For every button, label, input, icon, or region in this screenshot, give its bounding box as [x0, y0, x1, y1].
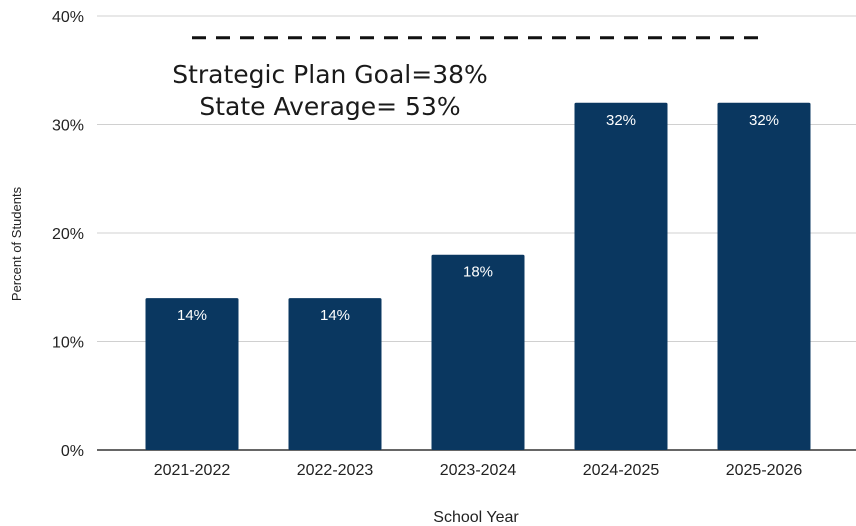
x-tick-label: 2025-2026 — [726, 462, 803, 479]
x-tick-label: 2022-2023 — [297, 462, 374, 479]
bar-value-label: 18% — [463, 264, 493, 281]
bar-value-label: 32% — [749, 112, 779, 129]
y-tick-label: 30% — [52, 118, 84, 135]
bar-2023-2024 — [431, 254, 525, 450]
x-tick-label: 2021-2022 — [154, 462, 231, 479]
annotation-state-average: State Average= 53% — [199, 92, 460, 121]
bar-value-label: 32% — [606, 112, 636, 129]
y-tick-label: 10% — [52, 335, 84, 352]
x-tick-label: 2024-2025 — [583, 462, 660, 479]
x-tick-label: 2023-2024 — [440, 462, 517, 479]
bar-value-label: 14% — [177, 307, 207, 324]
bars: 14% 14% 18% 32% 32% — [145, 102, 811, 451]
bar-2025-2026 — [717, 102, 811, 451]
bar-2021-2022 — [145, 298, 239, 450]
y-tick-label: 40% — [52, 9, 84, 26]
x-axis-title: School Year — [433, 509, 519, 526]
y-tick-label: 0% — [61, 443, 84, 460]
y-axis-title: Percent of Students — [9, 186, 24, 301]
x-tick-labels: 2021-2022 2022-2023 2023-2024 2024-2025 2025… — [154, 462, 803, 479]
bar-2022-2023 — [288, 298, 382, 450]
annotation-goal: Strategic Plan Goal=38% — [172, 60, 488, 89]
y-tick-labels: 0% 10% 20% 30% 40% — [52, 9, 84, 460]
bar-2024-2025 — [574, 102, 668, 451]
y-tick-label: 20% — [52, 226, 84, 243]
bar-value-label: 14% — [320, 307, 350, 324]
